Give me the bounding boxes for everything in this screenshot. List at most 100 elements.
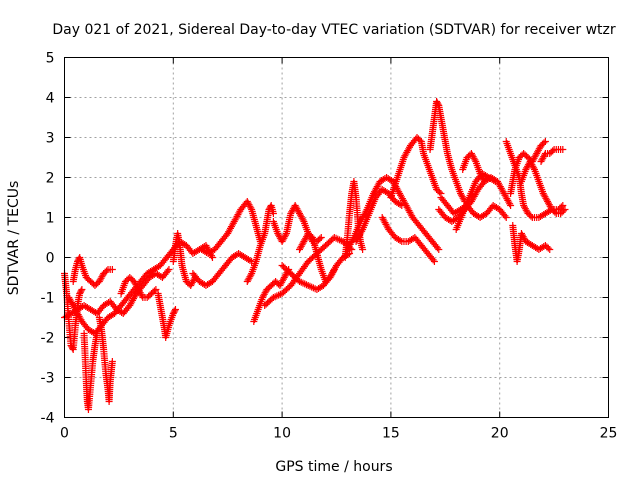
data-point-marker (108, 358, 116, 365)
data-point-marker (557, 203, 565, 211)
series-arc-5 (61, 266, 173, 321)
data-point-marker (299, 216, 307, 224)
series-arc-21 (378, 214, 438, 265)
y-tick-label: 1 (46, 211, 55, 227)
data-point-marker (247, 204, 255, 212)
series-arc-23 (426, 98, 469, 205)
data-point-marker (433, 244, 441, 252)
data-point-marker (435, 246, 443, 253)
data-point-marker (502, 214, 510, 221)
data-point-marker (398, 202, 406, 209)
data-point-marker (165, 266, 173, 273)
chart-title: Day 021 of 2021, Sidereal Day-to-day VTE… (52, 22, 616, 38)
data-point-marker (396, 201, 404, 208)
grid-lines (64, 57, 609, 418)
data-point-marker (358, 227, 366, 235)
data-point-marker (246, 257, 254, 264)
series-arc-22 (387, 134, 445, 201)
series-arc-6 (65, 238, 216, 337)
data-point-marker (559, 202, 567, 209)
series-arc-10 (189, 250, 256, 289)
data-point-marker (541, 138, 549, 145)
data-point-marker (208, 254, 216, 261)
series-arc-25 (437, 194, 510, 221)
data-point-marker (527, 212, 535, 220)
data-point-marker (480, 176, 488, 184)
y-tick-label: -1 (41, 291, 55, 307)
x-tick-label: 10 (273, 426, 291, 442)
y-tick-label: 2 (46, 171, 55, 187)
data-point-marker (164, 267, 172, 275)
data-point-marker (247, 271, 255, 279)
data-point-marker (77, 287, 85, 295)
y-tick-label: -2 (41, 331, 55, 347)
data-point-marker (490, 177, 498, 184)
data-point-marker (480, 178, 488, 185)
data-point-marker (434, 100, 442, 108)
data-point-marker (103, 267, 111, 275)
data-point-marker (152, 286, 160, 293)
x-tick-label: 25 (600, 426, 618, 442)
data-point-marker (430, 258, 438, 265)
series-arc-3 (80, 330, 101, 413)
data-point-marker (317, 234, 325, 241)
series-arc-19 (343, 174, 443, 253)
data-point-marker (171, 307, 179, 315)
y-axis-label: SDTVAR / TECUs (6, 181, 22, 296)
data-point-marker (551, 208, 559, 216)
series-arc-31 (517, 158, 569, 217)
data-point-marker (282, 231, 290, 239)
data-point-marker (561, 206, 569, 213)
y-tick-label: 5 (46, 51, 55, 67)
data-point-marker (546, 246, 554, 253)
data-point-marker (171, 306, 179, 313)
data-point-marker (471, 156, 479, 164)
y-tick-label: -3 (41, 371, 55, 387)
data-point-marker (560, 207, 568, 215)
data-point-marker (108, 266, 116, 273)
series-arc-17 (296, 230, 338, 285)
data-point-marker (329, 267, 337, 275)
series-arc-30 (509, 222, 554, 265)
data-point-marker (330, 266, 338, 273)
data-point-marker (540, 139, 548, 147)
x-tick-label: 15 (382, 426, 400, 442)
data-point-marker (507, 202, 515, 209)
series-arc-7 (117, 274, 160, 301)
series-arc-2 (69, 254, 116, 289)
data-point-marker (269, 210, 277, 217)
y-tick-label: -4 (41, 411, 55, 427)
plot-frame (64, 57, 609, 418)
data-point-marker (396, 237, 404, 244)
data-point-marker (138, 292, 146, 300)
data-point-marker (150, 287, 158, 295)
series-arc-12 (243, 202, 277, 285)
data-point-marker (541, 151, 549, 159)
y-tick-label: 0 (46, 251, 55, 267)
data-point-marker (549, 147, 557, 155)
x-tick-label: 0 (60, 426, 69, 442)
x-axis-label: GPS time / hours (275, 459, 392, 475)
data-point-marker (359, 246, 367, 253)
data-point-marker (68, 344, 76, 352)
series-arc-14 (269, 202, 325, 245)
data-points (61, 98, 569, 413)
y-tick-label: 3 (46, 131, 55, 147)
series-arc-1 (61, 270, 86, 353)
y-tick-label: 4 (46, 91, 55, 107)
data-point-marker (501, 212, 509, 220)
data-point-marker (559, 146, 567, 153)
data-point-marker (530, 164, 538, 172)
data-point-marker (491, 178, 499, 185)
data-point-marker (316, 235, 324, 243)
series-arc-32 (537, 146, 567, 165)
series-arc-9 (169, 230, 199, 289)
x-tick-label: 20 (491, 426, 509, 442)
data-point-marker (435, 188, 443, 196)
x-tick-label: 5 (169, 426, 178, 442)
data-point-marker (78, 286, 86, 293)
data-point-marker (544, 244, 552, 252)
series-arc-27 (459, 150, 488, 185)
